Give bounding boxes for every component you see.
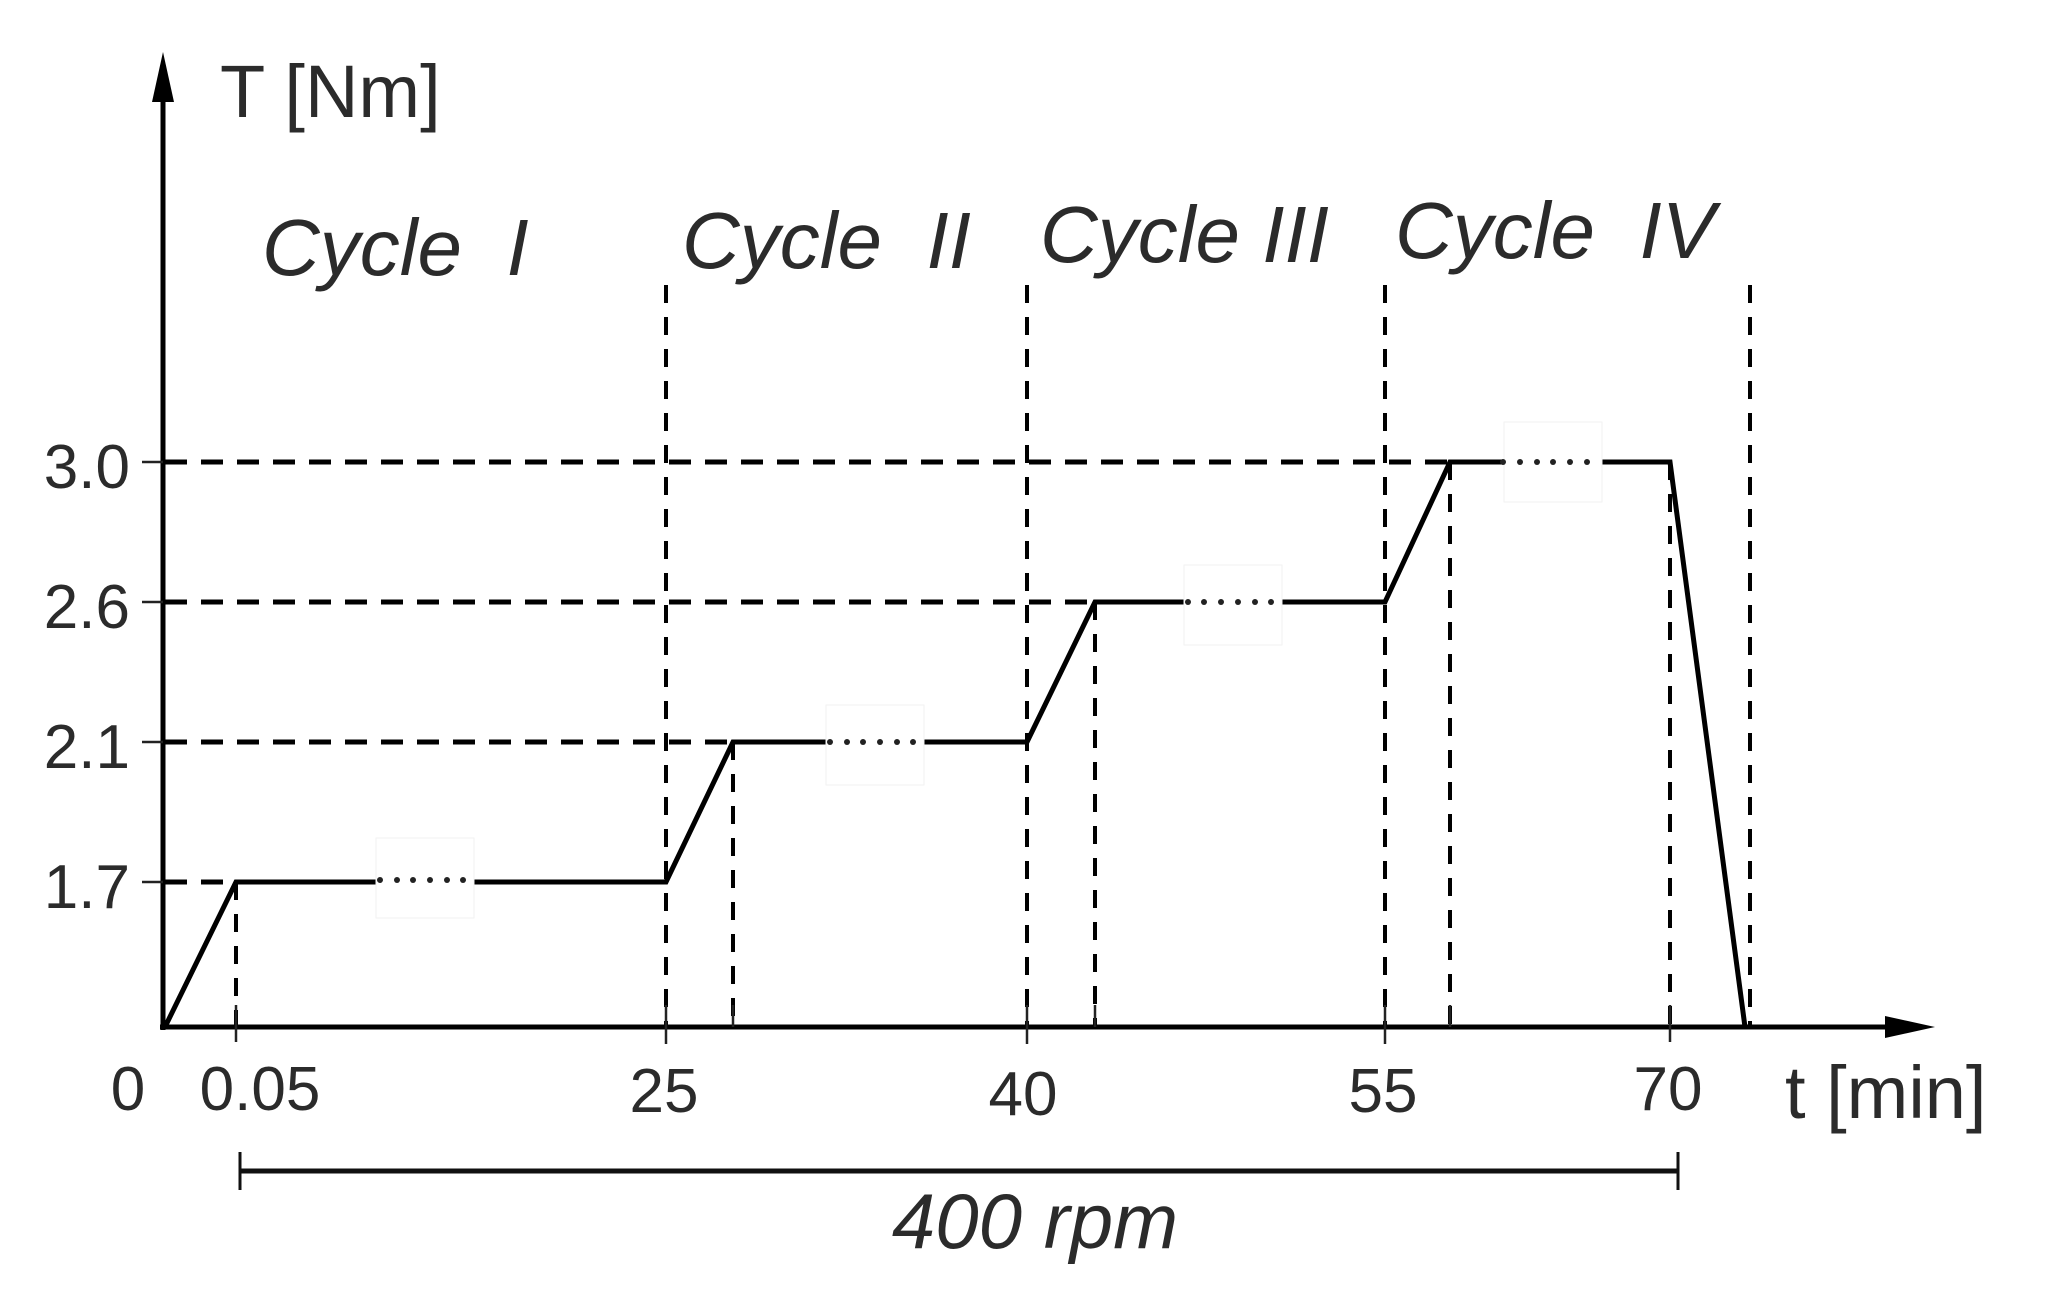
cycle-label: Cycle II — [682, 196, 971, 285]
y-tick-label: 2.6 — [44, 573, 130, 642]
x-tick-label: 0 — [111, 1055, 145, 1124]
cycle-label: Cycle III — [1040, 190, 1329, 279]
y-axis-arrow-icon — [152, 52, 174, 102]
x-axis-title: t [min] — [1785, 1051, 1986, 1134]
x-tick-label: 0.05 — [200, 1055, 321, 1124]
x-tick-label: 55 — [1349, 1057, 1418, 1126]
x-tick-label: 70 — [1634, 1055, 1703, 1124]
x-axis-arrow-icon — [1885, 1016, 1935, 1038]
x-tick-label: 25 — [630, 1057, 699, 1126]
x-tick-label: 40 — [989, 1060, 1058, 1129]
tick-marks — [142, 460, 1672, 1044]
speed-range-bar — [238, 1152, 1680, 1190]
cycle-label: Cycle IV — [1395, 186, 1722, 275]
y-tick-label: 2.1 — [44, 713, 130, 782]
cycle-boundaries — [234, 285, 1752, 1027]
y-tick-label: 1.7 — [44, 853, 130, 922]
y-tick-label: 3.0 — [44, 433, 130, 502]
speed-label: 400 rpm — [892, 1177, 1178, 1265]
reference-lines-horizontal — [165, 459, 1450, 885]
axes — [152, 52, 1935, 1038]
y-axis-title: T [Nm] — [220, 50, 441, 133]
cycle-label: Cycle I — [262, 203, 529, 292]
axis-break-marks — [375, 421, 1603, 919]
